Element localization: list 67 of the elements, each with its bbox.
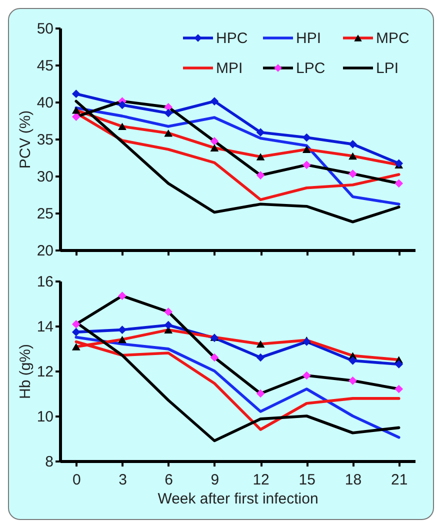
x-tick-label: 12	[252, 472, 270, 488]
y-tick-label: 10	[36, 408, 54, 426]
point	[256, 353, 265, 362]
x-tick-label: 18	[344, 472, 362, 488]
x-tick-label: 0	[72, 472, 81, 488]
y-tick-label: 16	[36, 274, 54, 290]
y-tick-label: 50	[36, 20, 54, 38]
point	[118, 122, 126, 130]
point	[118, 336, 126, 344]
point	[348, 356, 357, 365]
point	[302, 146, 311, 153]
point	[348, 152, 357, 160]
point	[256, 153, 265, 160]
y-tick-label: 14	[36, 318, 54, 336]
point	[72, 343, 80, 350]
y-tick-label: 45	[36, 58, 54, 74]
point	[210, 353, 219, 362]
point	[256, 389, 265, 398]
y-tick-label: 40	[36, 94, 54, 112]
legend-label: MPC	[376, 30, 410, 47]
point	[302, 371, 311, 380]
legend-label: HPC	[216, 30, 248, 47]
point	[118, 326, 126, 334]
point	[256, 340, 265, 348]
x-tick-label: 21	[391, 472, 408, 488]
point	[118, 292, 126, 300]
legend-label: HPI	[296, 30, 322, 47]
legend-label: LPI	[376, 60, 399, 77]
point	[210, 144, 219, 152]
legend-label: LPC	[296, 60, 326, 77]
point	[348, 170, 357, 178]
point	[164, 129, 173, 137]
point	[302, 160, 311, 170]
point	[164, 102, 173, 112]
point	[210, 97, 219, 106]
point	[72, 320, 80, 328]
y-tick-label: 30	[36, 168, 54, 186]
point	[348, 140, 357, 148]
point	[164, 320, 173, 330]
point	[164, 308, 173, 316]
y-axis-title: PCV (%)	[16, 110, 34, 169]
point	[72, 106, 80, 114]
y-axis-title: Hb (g%)	[16, 344, 34, 400]
y-tick-label: 8	[45, 454, 54, 470]
point	[256, 128, 265, 137]
y-tick-label: 12	[36, 364, 54, 380]
point	[394, 384, 404, 394]
point	[210, 137, 219, 146]
point	[256, 171, 265, 180]
y-tick-label: 20	[36, 242, 54, 260]
point	[72, 90, 80, 98]
legend-label: MPI	[216, 60, 243, 77]
x-tick-label: 15	[298, 472, 316, 488]
point	[118, 100, 126, 110]
point	[72, 328, 80, 336]
x-tick-label: 9	[210, 472, 220, 488]
x-tick-label: 6	[164, 472, 174, 488]
y-tick-label: 25	[36, 206, 54, 222]
line-series	[74, 100, 400, 224]
point	[348, 376, 357, 385]
point	[394, 360, 404, 368]
x-axis-title: Week after first infection	[158, 490, 318, 508]
point	[72, 112, 80, 121]
x-tick-label: 3	[118, 472, 127, 488]
point	[164, 108, 173, 118]
y-tick-label: 35	[36, 132, 54, 148]
point	[394, 179, 404, 188]
